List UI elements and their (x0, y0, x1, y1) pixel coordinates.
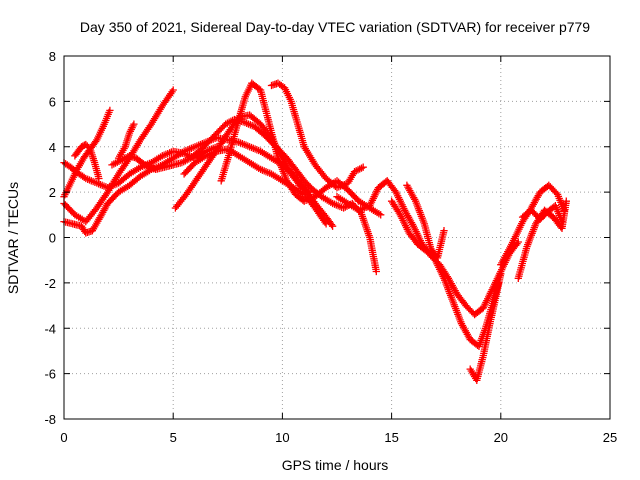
series-track-11 (180, 145, 330, 228)
y-tick-label: 8 (49, 49, 56, 64)
plus-marks (217, 79, 385, 219)
x-tick-label: 0 (60, 430, 67, 445)
x-tick-label: 5 (170, 430, 177, 445)
plus-marks (403, 181, 448, 262)
y-tick-label: 4 (49, 140, 56, 155)
y-tick-label: 2 (49, 185, 56, 200)
x-tick-label: 20 (494, 430, 508, 445)
y-axis-label: SDTVAR / TECUs (5, 182, 21, 294)
y-tick-labels: -8 -6 -4 -2 0 2 4 6 8 (44, 49, 56, 427)
x-axis-label: GPS time / hours (282, 457, 389, 473)
y-tick-label: -8 (44, 412, 56, 427)
x-tick-labels: 0 5 10 15 20 25 (60, 430, 617, 445)
series-track-7 (114, 120, 138, 162)
plus-marks (180, 145, 330, 228)
chart-title: Day 350 of 2021, Sidereal Day-to-day VTE… (80, 19, 590, 35)
data-marks (60, 79, 570, 385)
series-track-14 (403, 181, 448, 262)
series-track-13 (387, 197, 503, 351)
y-tick-label: -6 (44, 367, 56, 382)
series-track-9 (217, 79, 385, 219)
plus-marks (518, 202, 566, 226)
plus-marks (387, 197, 503, 351)
plus-marks (466, 270, 505, 385)
grid (64, 56, 610, 419)
series-track-15 (466, 270, 505, 385)
series-track-3 (71, 140, 103, 183)
series-track-18 (518, 202, 566, 226)
y-tick-label: -4 (44, 321, 56, 336)
plus-marks (71, 140, 103, 183)
plus-marks (114, 120, 138, 162)
y-tick-label: -2 (44, 276, 56, 291)
x-tick-label: 10 (275, 430, 289, 445)
x-tick-label: 25 (603, 430, 617, 445)
plus-marks (267, 79, 367, 192)
axis-ticks (63, 55, 611, 420)
y-tick-label: 6 (49, 94, 56, 109)
x-tick-label: 15 (384, 430, 398, 445)
y-tick-label: 0 (49, 231, 56, 246)
series-track-10 (267, 79, 367, 192)
